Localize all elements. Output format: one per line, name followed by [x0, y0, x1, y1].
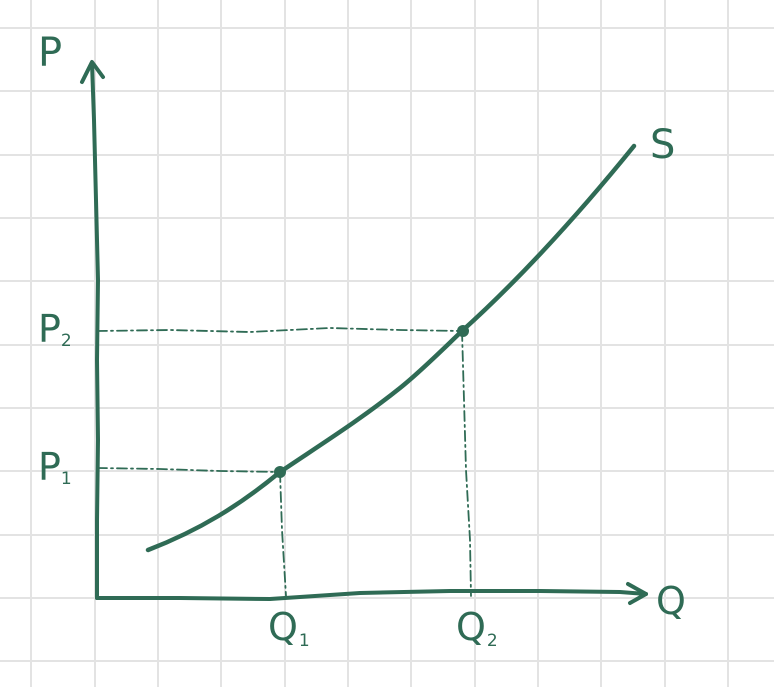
- supply-curve: [145, 143, 637, 553]
- price-axis: [90, 61, 100, 600]
- quantity-q1-label: Q1: [268, 605, 310, 651]
- p2-guide-line: [96, 327, 463, 333]
- supply-curve-label: S: [650, 122, 675, 168]
- quantity-axis-arrowhead: [626, 582, 648, 605]
- point-q2-p2: [457, 325, 469, 337]
- quantity-axis-label: Q: [656, 579, 686, 623]
- quantity-q2-label: Q2: [456, 605, 498, 651]
- q1-guide-line: [279, 471, 287, 597]
- price-axis-label: P: [38, 30, 62, 76]
- quantity-axis: [95, 589, 648, 601]
- q2-guide-line: [461, 330, 472, 597]
- price-axis-arrowhead: [80, 60, 105, 84]
- price-p2-label: P2: [38, 307, 72, 351]
- price-p1-label: P1: [38, 445, 72, 489]
- point-q1-p1: [274, 466, 286, 478]
